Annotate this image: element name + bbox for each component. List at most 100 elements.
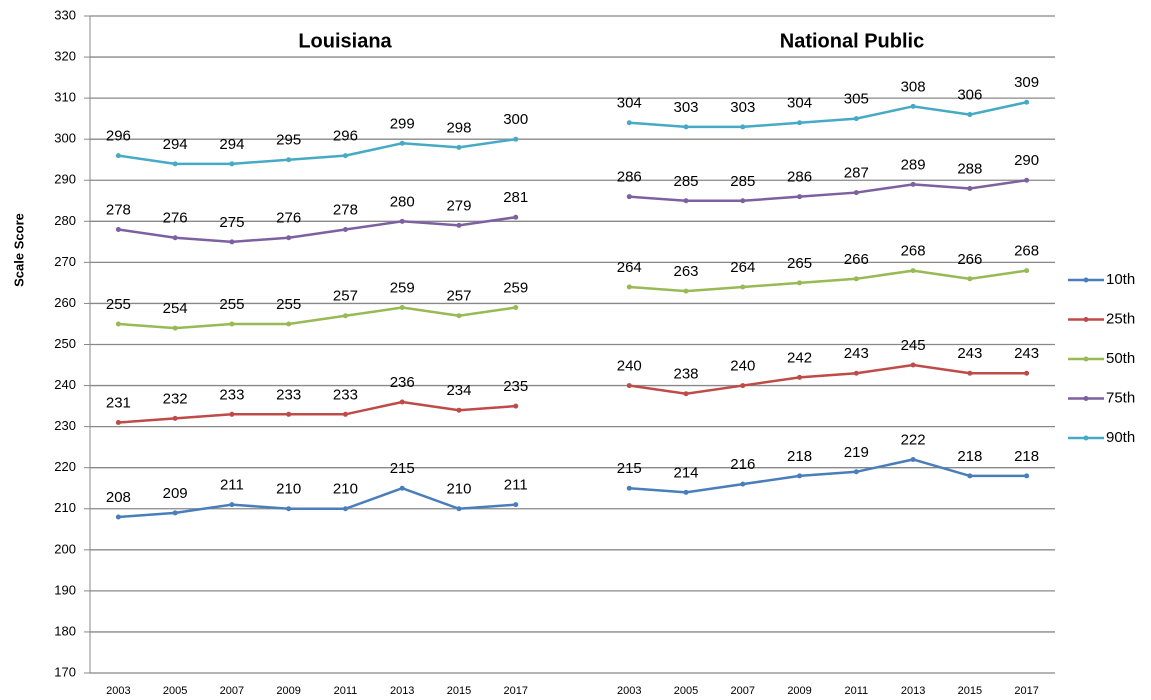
data-label: 287 xyxy=(844,165,869,182)
data-label: 296 xyxy=(106,128,131,145)
data-label: 222 xyxy=(901,431,926,448)
data-label: 286 xyxy=(617,169,642,186)
point xyxy=(797,473,803,479)
data-label: 305 xyxy=(844,91,869,108)
data-label: 303 xyxy=(674,99,699,116)
x-tick-label: 2007 xyxy=(220,685,244,697)
x-tick-label: 2005 xyxy=(163,685,187,697)
point xyxy=(456,144,462,150)
point xyxy=(342,227,348,233)
data-label: 232 xyxy=(163,390,188,407)
data-label: 255 xyxy=(106,296,131,313)
point xyxy=(115,514,121,520)
data-label: 259 xyxy=(503,280,528,297)
y-tick-label: 170 xyxy=(54,664,76,679)
point xyxy=(115,321,121,327)
point xyxy=(286,157,292,163)
data-label: 264 xyxy=(617,259,642,276)
data-label: 296 xyxy=(333,128,358,145)
point xyxy=(115,227,121,233)
annotation: National Public xyxy=(780,30,924,52)
point xyxy=(513,305,519,311)
point xyxy=(172,415,178,421)
point xyxy=(740,284,746,290)
legend-marker xyxy=(1083,396,1089,401)
point xyxy=(967,185,973,191)
series-line xyxy=(118,458,1027,519)
point xyxy=(456,222,462,228)
data-label: 257 xyxy=(446,288,471,305)
point xyxy=(797,280,803,286)
y-tick-label: 290 xyxy=(54,172,76,187)
legend-label: 90th xyxy=(1106,429,1135,446)
data-label: 236 xyxy=(390,374,415,391)
data-label: 234 xyxy=(446,382,471,399)
data-label: 215 xyxy=(617,460,642,477)
point xyxy=(626,120,632,126)
data-label: 286 xyxy=(787,169,812,186)
data-label: 243 xyxy=(1014,345,1039,362)
point xyxy=(740,481,746,487)
point xyxy=(399,305,405,311)
data-label: 259 xyxy=(390,280,415,297)
data-label: 268 xyxy=(901,243,926,260)
data-label: 279 xyxy=(446,197,471,214)
data-label: 208 xyxy=(106,489,131,506)
y-tick-label: 210 xyxy=(54,500,76,515)
data-label: 276 xyxy=(163,210,188,227)
point xyxy=(910,268,916,274)
point xyxy=(342,411,348,417)
series-line xyxy=(118,363,1027,424)
data-label: 303 xyxy=(730,99,755,116)
data-label: 275 xyxy=(219,214,244,231)
point xyxy=(229,239,235,245)
point xyxy=(797,194,803,200)
data-label: 264 xyxy=(730,259,755,276)
point xyxy=(683,198,689,204)
point xyxy=(399,218,405,224)
data-label: 235 xyxy=(503,378,528,395)
data-label: 294 xyxy=(163,136,188,153)
x-tick-label: 2015 xyxy=(958,685,982,697)
legend-marker xyxy=(1083,277,1089,283)
point xyxy=(1024,370,1030,376)
data-label: 278 xyxy=(333,201,358,218)
point xyxy=(513,136,519,142)
point xyxy=(853,469,859,475)
point xyxy=(740,383,746,389)
point xyxy=(740,124,746,130)
data-label: 254 xyxy=(163,300,188,317)
point xyxy=(399,140,405,146)
data-label: 240 xyxy=(617,358,642,375)
point xyxy=(910,103,916,109)
x-tick-label: 2009 xyxy=(276,685,300,697)
data-label: 210 xyxy=(333,481,358,498)
point xyxy=(740,198,746,204)
data-label: 308 xyxy=(901,78,926,95)
data-label: 278 xyxy=(106,201,131,218)
x-tick-label: 2011 xyxy=(844,685,868,697)
data-label: 216 xyxy=(730,456,755,473)
data-label: 210 xyxy=(446,481,471,498)
point xyxy=(513,403,519,409)
data-label: 215 xyxy=(390,460,415,477)
point xyxy=(910,181,916,187)
data-label: 218 xyxy=(1014,448,1039,465)
point xyxy=(1024,473,1030,479)
y-tick-label: 280 xyxy=(54,213,76,228)
y-tick-label: 180 xyxy=(54,623,76,638)
point xyxy=(853,276,859,282)
data-label: 218 xyxy=(787,448,812,465)
point xyxy=(683,391,689,397)
x-tick-label: 2005 xyxy=(674,685,698,697)
point xyxy=(172,235,178,241)
series-line xyxy=(118,101,1027,166)
point xyxy=(967,276,973,282)
point xyxy=(513,214,519,220)
data-label: 306 xyxy=(957,87,982,104)
y-axis-label: Scale Score xyxy=(11,213,26,287)
point xyxy=(626,383,632,389)
x-tick-label: 2015 xyxy=(447,685,471,697)
point xyxy=(853,370,859,376)
